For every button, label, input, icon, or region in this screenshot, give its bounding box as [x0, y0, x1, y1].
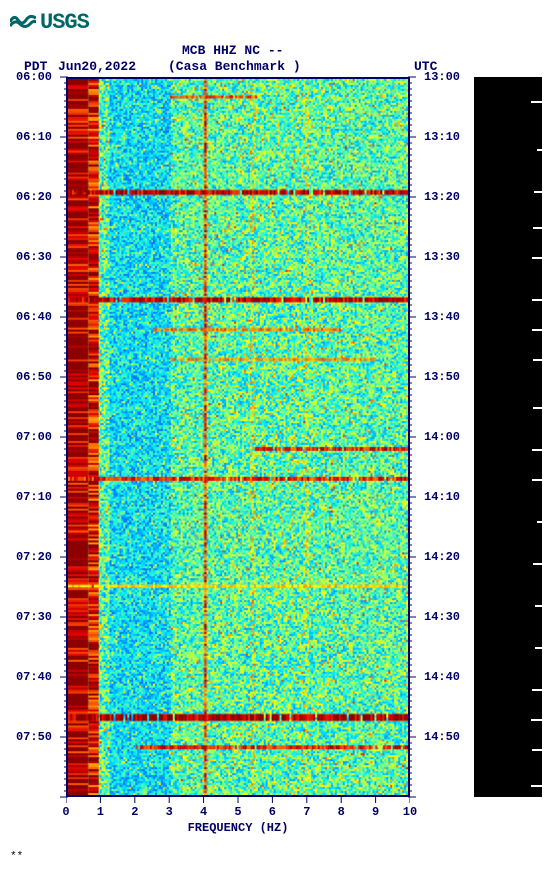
- x-tick-label: 1: [97, 805, 104, 819]
- plot-area: 06:0006:1006:2006:3006:4006:5007:0007:10…: [10, 77, 542, 863]
- utc-tick-label: 14:00: [424, 430, 460, 444]
- amplitude-blip: [532, 299, 542, 301]
- utc-tick-label: 13:40: [424, 310, 460, 324]
- date-label: Jun20,2022: [58, 59, 136, 74]
- amplitude-blip: [531, 719, 542, 721]
- amplitude-blip: [533, 563, 542, 565]
- utc-tick-label: 13:30: [424, 250, 460, 264]
- x-tick-label: 3: [166, 805, 173, 819]
- x-tick-label: 5: [234, 805, 241, 819]
- amplitude-blip: [535, 605, 542, 607]
- pdt-tick-label: 06:20: [16, 190, 52, 204]
- utc-tick-label: 14:30: [424, 610, 460, 624]
- x-axis-ticks-svg: [66, 795, 410, 805]
- pdt-tick-label: 07:40: [16, 670, 52, 684]
- amplitude-blip: [537, 149, 542, 151]
- station-line2: (Casa Benchmark ): [168, 59, 301, 74]
- amplitude-blip: [532, 749, 542, 751]
- utc-tick-label: 13:10: [424, 130, 460, 144]
- usgs-wave-icon: [10, 10, 36, 35]
- footer-mark: **: [10, 851, 23, 863]
- pdt-tick-label: 07:20: [16, 550, 52, 564]
- amplitude-blip: [535, 647, 542, 649]
- pdt-tick-label: 07:50: [16, 730, 52, 744]
- amplitude-blip: [537, 521, 542, 523]
- pdt-tick-label: 06:30: [16, 250, 52, 264]
- x-tick-label: 10: [403, 805, 417, 819]
- utc-tick-label: 13:50: [424, 370, 460, 384]
- spectrogram: [66, 77, 410, 797]
- pdt-tick-label: 07:10: [16, 490, 52, 504]
- x-tick-label: 4: [200, 805, 207, 819]
- pdt-tick-label: 07:30: [16, 610, 52, 624]
- pdt-tick-label: 06:40: [16, 310, 52, 324]
- utc-tick-label: 14:40: [424, 670, 460, 684]
- utc-tick-label: 13:00: [424, 70, 460, 84]
- x-tick-label: 2: [131, 805, 138, 819]
- pdt-tick-label: 06:50: [16, 370, 52, 384]
- amplitude-blip: [534, 191, 542, 193]
- usgs-logo-text: USGS: [40, 10, 89, 35]
- y-axis-utc: 13:0013:1013:2013:3013:4013:5014:0014:10…: [410, 77, 466, 797]
- amplitude-panel: [474, 77, 542, 797]
- x-tick-label: 8: [338, 805, 345, 819]
- x-axis: FREQUENCY (HZ) 012345678910: [66, 797, 410, 847]
- amplitude-blip: [531, 785, 542, 787]
- usgs-logo: USGS: [10, 10, 542, 35]
- amplitude-blip: [533, 227, 542, 229]
- x-axis-title: FREQUENCY (HZ): [188, 821, 289, 835]
- pdt-tick-label: 07:00: [16, 430, 52, 444]
- pdt-tick-label: 06:10: [16, 130, 52, 144]
- pdt-tick-label: 06:00: [16, 70, 52, 84]
- amplitude-blip: [532, 689, 542, 691]
- utc-tick-label: 14:50: [424, 730, 460, 744]
- amplitude-blip: [531, 101, 542, 103]
- x-tick-label: 6: [269, 805, 276, 819]
- amplitude-blip: [532, 479, 542, 481]
- amplitude-blip: [533, 359, 542, 361]
- amplitude-blip: [532, 257, 542, 259]
- left-axis-ticks-svg: [58, 75, 68, 801]
- chart-header: PDT Jun20,2022 MCB HHZ NC -- (Casa Bench…: [10, 41, 542, 77]
- amplitude-blip: [533, 407, 542, 409]
- amplitude-blip: [532, 329, 542, 331]
- amplitude-blip: [532, 449, 542, 451]
- x-tick-label: 9: [372, 805, 379, 819]
- station-line1: MCB HHZ NC --: [182, 43, 283, 58]
- x-tick-label: 7: [303, 805, 310, 819]
- utc-tick-label: 14:20: [424, 550, 460, 564]
- utc-tick-label: 13:20: [424, 190, 460, 204]
- x-tick-label: 0: [62, 805, 69, 819]
- utc-tick-label: 14:10: [424, 490, 460, 504]
